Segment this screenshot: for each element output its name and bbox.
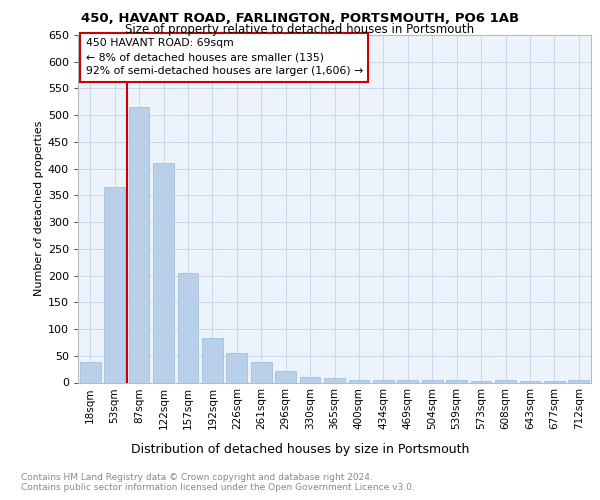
Bar <box>251 362 272 382</box>
Bar <box>397 380 418 382</box>
Bar <box>275 370 296 382</box>
Bar <box>568 380 589 382</box>
Bar <box>128 107 149 382</box>
Bar <box>520 381 541 382</box>
Bar <box>349 380 370 382</box>
Bar <box>422 380 443 382</box>
Bar <box>446 380 467 382</box>
Bar <box>324 378 345 382</box>
Bar <box>373 380 394 382</box>
Text: 450, HAVANT ROAD, FARLINGTON, PORTSMOUTH, PO6 1AB: 450, HAVANT ROAD, FARLINGTON, PORTSMOUTH… <box>81 12 519 26</box>
Bar <box>202 338 223 382</box>
Bar <box>544 381 565 382</box>
Y-axis label: Number of detached properties: Number of detached properties <box>34 121 44 296</box>
Text: Contains HM Land Registry data © Crown copyright and database right 2024.
Contai: Contains HM Land Registry data © Crown c… <box>21 472 415 492</box>
Bar <box>178 273 199 382</box>
Bar <box>80 362 101 382</box>
Text: Distribution of detached houses by size in Portsmouth: Distribution of detached houses by size … <box>131 442 469 456</box>
Text: 450 HAVANT ROAD: 69sqm
← 8% of detached houses are smaller (135)
92% of semi-det: 450 HAVANT ROAD: 69sqm ← 8% of detached … <box>86 38 363 76</box>
Text: Size of property relative to detached houses in Portsmouth: Size of property relative to detached ho… <box>125 24 475 36</box>
Bar <box>470 381 491 382</box>
Bar <box>495 380 516 382</box>
Bar <box>299 377 320 382</box>
Bar <box>104 188 125 382</box>
Bar <box>226 353 247 382</box>
Bar <box>153 164 174 382</box>
